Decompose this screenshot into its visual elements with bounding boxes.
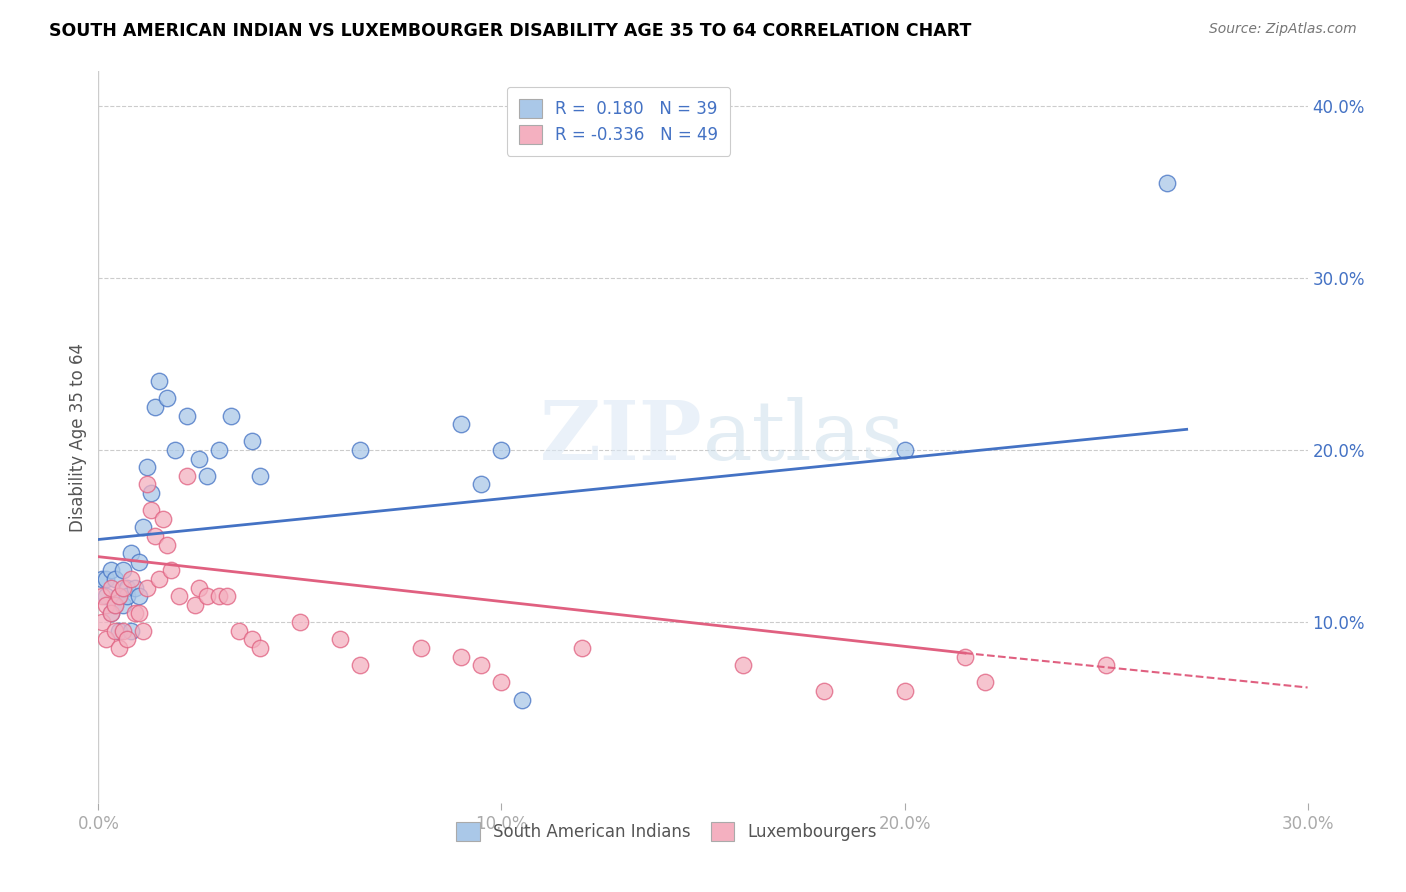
- Point: [188, 451, 211, 466]
- Point: [143, 529, 166, 543]
- Point: [571, 640, 593, 655]
- Point: [128, 555, 150, 569]
- Point: [249, 640, 271, 655]
- Point: [115, 581, 138, 595]
- Text: ZIP: ZIP: [540, 397, 703, 477]
- Point: [103, 598, 125, 612]
- Point: [132, 520, 155, 534]
- Point: [128, 589, 150, 603]
- Point: [491, 442, 513, 457]
- Point: [228, 624, 250, 638]
- Point: [135, 477, 157, 491]
- Point: [167, 589, 190, 603]
- Point: [1095, 658, 1118, 673]
- Point: [91, 572, 114, 586]
- Point: [195, 468, 218, 483]
- Point: [115, 632, 138, 647]
- Point: [470, 658, 492, 673]
- Point: [96, 572, 118, 586]
- Point: [111, 581, 134, 595]
- Point: [107, 624, 129, 638]
- Point: [100, 607, 122, 621]
- Point: [491, 675, 513, 690]
- Point: [249, 468, 271, 483]
- Point: [163, 442, 186, 457]
- Text: SOUTH AMERICAN INDIAN VS LUXEMBOURGER DISABILITY AGE 35 TO 64 CORRELATION CHART: SOUTH AMERICAN INDIAN VS LUXEMBOURGER DI…: [49, 22, 972, 40]
- Point: [132, 624, 155, 638]
- Point: [409, 640, 432, 655]
- Point: [349, 442, 371, 457]
- Point: [208, 589, 231, 603]
- Point: [893, 442, 915, 457]
- Point: [100, 607, 122, 621]
- Point: [107, 640, 129, 655]
- Point: [813, 684, 835, 698]
- Point: [240, 434, 263, 449]
- Point: [148, 572, 170, 586]
- Legend: South American Indians, Luxembourgers: South American Indians, Luxembourgers: [449, 814, 886, 849]
- Point: [974, 675, 997, 690]
- Point: [139, 486, 162, 500]
- Point: [176, 409, 198, 423]
- Point: [953, 649, 976, 664]
- Point: [329, 632, 352, 647]
- Point: [450, 649, 472, 664]
- Point: [120, 572, 142, 586]
- Point: [143, 400, 166, 414]
- Text: Source: ZipAtlas.com: Source: ZipAtlas.com: [1209, 22, 1357, 37]
- Point: [107, 589, 129, 603]
- Point: [148, 374, 170, 388]
- Point: [124, 607, 146, 621]
- Point: [156, 392, 179, 406]
- Point: [139, 503, 162, 517]
- Point: [103, 572, 125, 586]
- Point: [217, 589, 239, 603]
- Point: [188, 581, 211, 595]
- Point: [128, 607, 150, 621]
- Point: [124, 581, 146, 595]
- Point: [288, 615, 311, 629]
- Point: [349, 658, 371, 673]
- Point: [111, 564, 134, 578]
- Point: [111, 624, 134, 638]
- Point: [100, 564, 122, 578]
- Point: [195, 589, 218, 603]
- Point: [221, 409, 243, 423]
- Point: [510, 692, 533, 706]
- Point: [96, 589, 118, 603]
- Point: [135, 460, 157, 475]
- Point: [733, 658, 755, 673]
- Point: [91, 589, 114, 603]
- Point: [1156, 176, 1178, 190]
- Point: [893, 684, 915, 698]
- Point: [135, 581, 157, 595]
- Point: [176, 468, 198, 483]
- Point: [470, 477, 492, 491]
- Point: [107, 589, 129, 603]
- Point: [120, 624, 142, 638]
- Point: [156, 538, 179, 552]
- Point: [450, 417, 472, 432]
- Point: [91, 615, 114, 629]
- Point: [208, 442, 231, 457]
- Point: [111, 598, 134, 612]
- Point: [184, 598, 207, 612]
- Point: [160, 564, 183, 578]
- Point: [152, 512, 174, 526]
- Point: [103, 598, 125, 612]
- Point: [115, 589, 138, 603]
- Text: atlas: atlas: [703, 397, 905, 477]
- Point: [103, 624, 125, 638]
- Point: [96, 632, 118, 647]
- Point: [120, 546, 142, 560]
- Point: [100, 581, 122, 595]
- Point: [240, 632, 263, 647]
- Y-axis label: Disability Age 35 to 64: Disability Age 35 to 64: [69, 343, 87, 532]
- Point: [96, 598, 118, 612]
